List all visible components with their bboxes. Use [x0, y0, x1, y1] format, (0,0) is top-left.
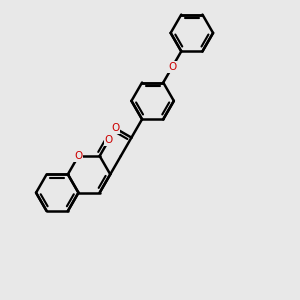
Text: O: O — [168, 62, 176, 72]
Text: O: O — [74, 151, 83, 161]
Text: O: O — [105, 135, 113, 145]
Text: O: O — [111, 123, 119, 133]
